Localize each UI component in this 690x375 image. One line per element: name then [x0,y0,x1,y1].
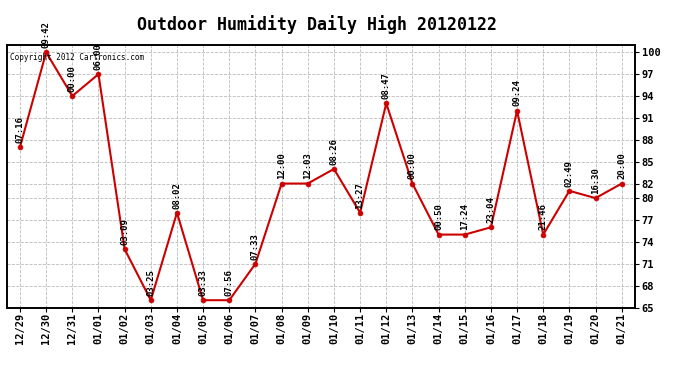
Text: 00:00: 00:00 [408,153,417,179]
Text: 06:00: 06:00 [94,43,103,70]
Text: 20:00: 20:00 [618,153,627,179]
Text: 00:00: 00:00 [68,65,77,92]
Text: 07:16: 07:16 [15,116,24,143]
Text: 13:27: 13:27 [355,182,364,209]
Text: 09:24: 09:24 [513,80,522,106]
Text: 08:26: 08:26 [329,138,338,165]
Text: 21:46: 21:46 [539,204,548,230]
Text: 12:03: 12:03 [304,153,313,179]
Text: 03:09: 03:09 [120,218,129,245]
Text: 12:00: 12:00 [277,153,286,179]
Text: 00:50: 00:50 [434,204,443,230]
Text: 07:56: 07:56 [225,269,234,296]
Text: 09:42: 09:42 [41,21,50,48]
Text: 17:24: 17:24 [460,204,469,230]
Text: 02:49: 02:49 [565,160,574,187]
Text: 03:33: 03:33 [199,269,208,296]
Text: 07:33: 07:33 [251,233,260,260]
Text: 23:04: 23:04 [486,196,495,223]
Text: 16:30: 16:30 [591,167,600,194]
Text: 08:47: 08:47 [382,72,391,99]
Text: Copyright 2012 Cartronics.com: Copyright 2012 Cartronics.com [10,53,144,62]
Text: 03:25: 03:25 [146,269,155,296]
Text: 08:02: 08:02 [172,182,181,209]
Text: Outdoor Humidity Daily High 20120122: Outdoor Humidity Daily High 20120122 [137,15,497,34]
